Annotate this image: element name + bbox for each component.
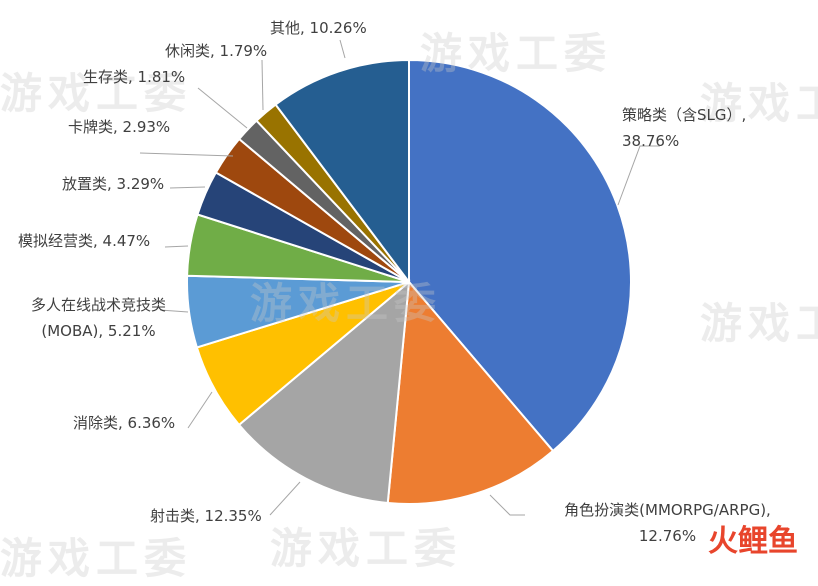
leader-line — [139, 152, 234, 157]
watermark: 游戏工委 — [420, 29, 613, 78]
pie-slice — [386, 279, 555, 505]
leader-line — [164, 245, 189, 248]
data-label: 模拟经营类, 4.47% — [18, 232, 151, 250]
leader-line — [617, 145, 660, 206]
leader-line — [197, 87, 248, 129]
leader-line — [269, 481, 301, 516]
data-label: 策略类（含SLG）, 38.76% — [622, 106, 747, 150]
watermark: 游戏工委 — [250, 279, 443, 328]
watermark: 游戏工委 — [270, 524, 463, 573]
data-label: 角色扮演类(MMORPG/ARPG), 12.76% — [564, 501, 771, 545]
data-label: 其他, 10.26% — [270, 19, 367, 37]
leader-line — [489, 494, 525, 516]
leader-line — [339, 39, 346, 59]
watermark: 游戏工委 — [700, 79, 818, 128]
watermark: 游戏工委 — [0, 69, 193, 118]
watermark: 游戏工委 — [0, 534, 193, 583]
data-label: 休闲类, 1.79% — [165, 42, 268, 60]
page: 游戏工委游戏工委游戏工委游戏工委游戏工委游戏工委游戏工委策略类（含SLG）, 3… — [0, 19, 818, 583]
watermark: 游戏工委 — [700, 299, 818, 348]
logo: 火鲤鱼 — [708, 524, 798, 559]
pie-slice — [408, 58, 632, 453]
leader-line — [169, 186, 206, 189]
pie-slice — [237, 279, 411, 505]
data-label: 消除类, 6.36% — [73, 414, 176, 432]
data-label: 多人在线战术竞技类 (MOBA), 5.21% — [30, 296, 166, 340]
leader-line — [159, 309, 189, 313]
data-label: 卡牌类, 2.93% — [68, 118, 171, 136]
leader-line — [261, 59, 264, 111]
data-label: 射击类, 12.35% — [150, 507, 262, 525]
pie-slice — [274, 58, 410, 285]
chart — [139, 39, 660, 516]
leader-line — [187, 391, 213, 429]
data-label: 生存类, 1.81% — [83, 68, 186, 86]
data-label: 放置类, 3.29% — [62, 175, 165, 193]
